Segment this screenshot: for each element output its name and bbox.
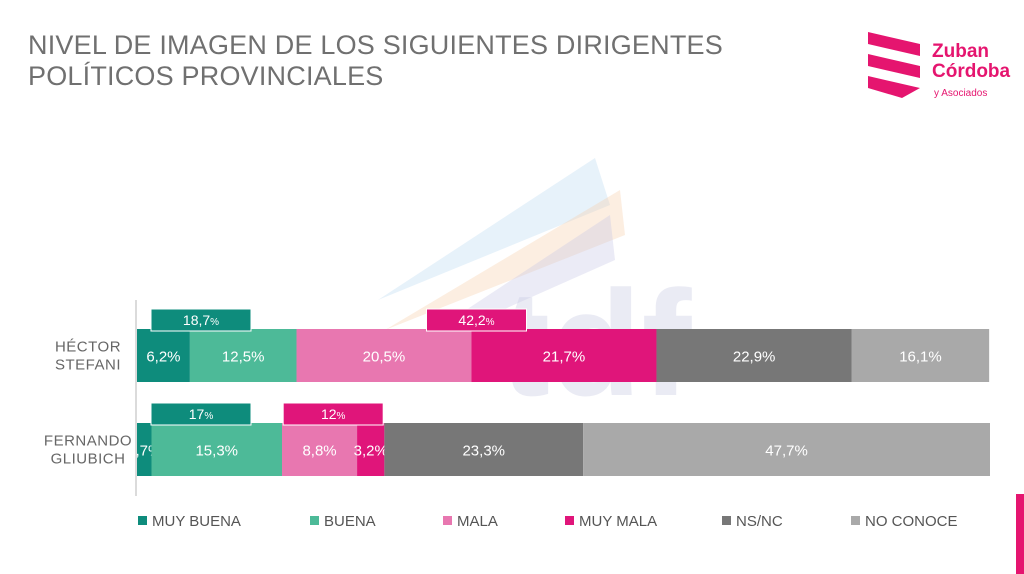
legend-swatch-1 (310, 516, 319, 525)
group-box-0 (150, 308, 252, 332)
legend-label-4: NS/NC (736, 513, 783, 530)
legend-label-1: BUENA (324, 513, 376, 530)
group-label-2: 17% (189, 406, 214, 422)
bar-segment-1-4 (384, 423, 584, 476)
right-accent-bar (1016, 494, 1024, 574)
legend-swatch-0 (138, 516, 147, 525)
logo-line-3: y Asociados (934, 88, 988, 99)
category-label-0: HÉCTOR STEFANI (55, 339, 121, 374)
category-label-1: FERNANDO GLIUBICH (44, 433, 132, 468)
bar-segment-1-3 (357, 423, 385, 476)
brand-logo: Zuban Córdoba y Asociados (862, 30, 1022, 105)
bar-segment-1-1 (151, 423, 283, 476)
group-label-1: 42,2% (458, 312, 494, 328)
group-box-3 (282, 402, 384, 426)
bar-segment-0-4 (656, 329, 852, 382)
legend-label-2: MALA (457, 513, 498, 530)
bar-label-0-3: 21,7% (543, 349, 586, 366)
logo-line-1: Zuban (932, 41, 989, 62)
bar-segment-0-1 (189, 329, 297, 382)
title-line-2: POLÍTICOS PROVINCIALES (28, 61, 384, 91)
legend-swatch-5 (851, 516, 860, 525)
title-line-1: NIVEL DE IMAGEN DE LOS SIGUIENTES DIRIGE… (28, 30, 723, 60)
bar-label-0-2: 20,5% (363, 349, 406, 366)
bar-segment-1-2 (282, 423, 358, 476)
bar-label-1-5: 47,7% (765, 443, 808, 460)
bar-label-0-4: 22,9% (733, 349, 776, 366)
group-box-2 (150, 402, 252, 426)
bar-segment-1-5 (583, 423, 990, 476)
bar-segment-0-5 (851, 329, 990, 382)
logo-line-2: Córdoba (932, 61, 1011, 82)
legend-swatch-2 (443, 516, 452, 525)
logo-mark-icon (868, 32, 920, 98)
legend-label-5: NO CONOCE (865, 513, 958, 530)
bar-label-1-1: 15,3% (195, 443, 238, 460)
bar-segment-0-2 (296, 329, 472, 382)
legend-swatch-3 (565, 516, 574, 525)
bar-segment-1-0 (137, 423, 152, 476)
legend-label-3: MUY MALA (579, 513, 657, 530)
page-title: NIVEL DE IMAGEN DE LOS SIGUIENTES DIRIGE… (28, 30, 723, 92)
bar-label-0-5: 16,1% (899, 349, 942, 366)
group-label-0: 18,7% (183, 312, 219, 328)
bar-label-1-2: 8,8% (302, 443, 336, 460)
legend-swatch-4 (722, 516, 731, 525)
bar-segment-0-0 (137, 329, 190, 382)
bar-label-1-3: 3,2% (354, 443, 388, 460)
bar-label-0-0: 6,2% (146, 349, 180, 366)
legend-label-0: MUY BUENA (152, 513, 241, 530)
group-box-1 (425, 308, 527, 332)
group-label-3: 12% (321, 406, 346, 422)
bar-label-0-1: 12,5% (222, 349, 265, 366)
bar-label-1-4: 23,3% (462, 443, 505, 460)
bar-segment-0-3 (471, 329, 657, 382)
